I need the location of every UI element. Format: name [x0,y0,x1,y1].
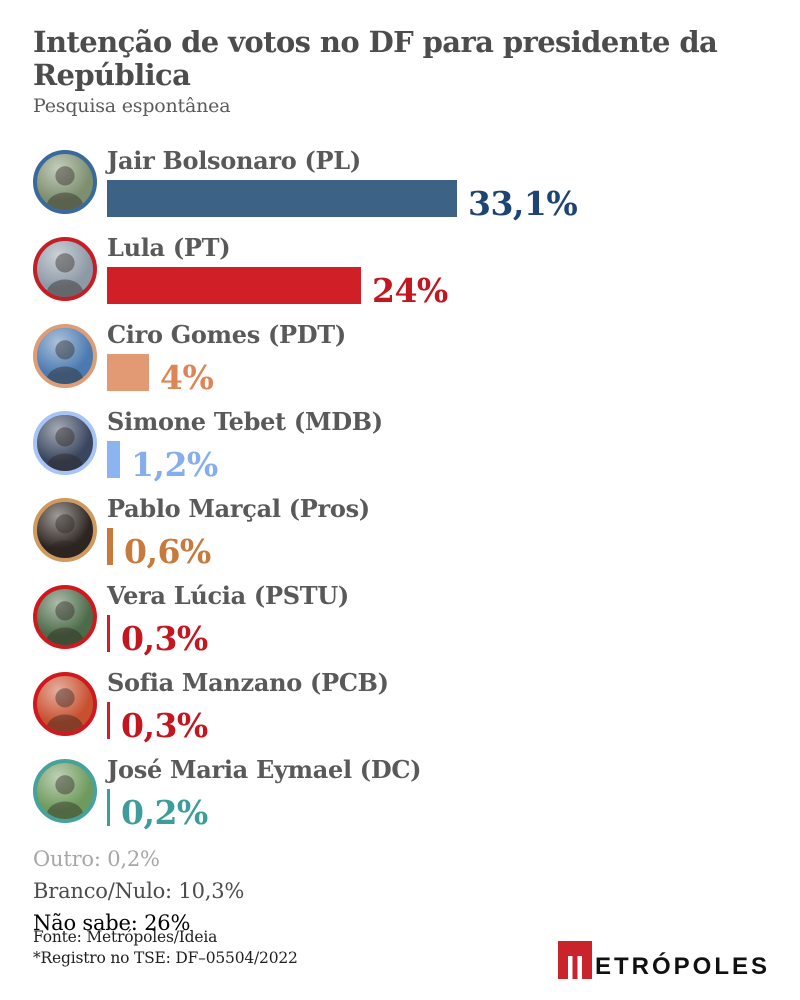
candidate-bar [107,266,361,304]
candidate-bar-line: 1,2% [107,440,770,484]
candidate-avatar [33,236,97,301]
candidate-bar-line: 0,3% [107,701,770,745]
avatar-highlight [37,675,93,732]
metropoles-logo: ETRÓPOLES [557,941,770,980]
candidate-row-content: Jair Bolsonaro (PL) 33,1% [107,145,770,223]
candidate-bar [107,701,110,739]
candidate-avatar [33,497,97,562]
stat-outro: Outro: 0,2% [33,846,160,871]
candidate-bar-line: 4% [107,353,770,397]
candidate-value: 24% [372,270,448,310]
candidate-name: José Maria Eymael (DC) [107,754,422,784]
avatar-highlight [37,414,93,471]
candidate-avatar [33,584,97,649]
candidate-row: Jair Bolsonaro (PL) 33,1% [33,145,770,223]
candidate-name: Lula (PT) [107,232,231,262]
page-title: Intenção de votos no DF para presidente … [33,25,718,93]
candidate-avatar [33,149,97,214]
candidate-value: 33,1% [468,183,578,223]
avatar-highlight [37,588,93,645]
candidate-bar [107,527,113,565]
candidate-name: Vera Lúcia (PSTU) [107,580,349,610]
person-silhouette-icon [46,687,84,732]
avatar-highlight [37,501,93,558]
candidate-bar-chart: Jair Bolsonaro (PL) 33,1% Lula (PT) 24% [33,145,770,832]
candidate-bar-line: 24% [107,266,770,310]
candidate-row-content: Pablo Marçal (Pros) 0,6% [107,493,770,571]
person-silhouette-icon [46,252,84,297]
candidate-row: Vera Lúcia (PSTU) 0,3% [33,580,770,658]
candidate-bar [107,179,457,217]
candidate-row: Ciro Gomes (PDT) 4% [33,319,770,397]
candidate-avatar [33,323,97,388]
person-silhouette-icon [46,339,84,384]
metropoles-m-icon [557,941,592,979]
candidate-row: José Maria Eymael (DC) 0,2% [33,754,770,832]
avatar-highlight [37,327,93,384]
candidate-bar-line: 33,1% [107,179,770,223]
candidate-row: Simone Tebet (MDB) 1,2% [33,406,770,484]
candidate-name: Jair Bolsonaro (PL) [107,145,361,175]
candidate-name: Simone Tebet (MDB) [107,406,383,436]
candidate-value: 0,3% [121,618,208,658]
registry-line: *Registro no TSE: DF–05504/2022 [33,949,298,967]
candidate-avatar [33,758,97,823]
candidate-value: 1,2% [131,444,218,484]
avatar-highlight [37,153,93,210]
person-silhouette-icon [46,774,84,819]
candidate-bar-line: 0,2% [107,788,770,832]
source-note: Fonte: Metrópoles/Ideia *Registro no TSE… [33,927,298,969]
source-line: Fonte: Metrópoles/Ideia [33,928,218,946]
other-stats: Outro: 0,2% Branco/Nulo: 10,3% Não sabe:… [33,843,770,939]
page-subtitle: Pesquisa espontânea [33,94,231,117]
candidate-row-content: Vera Lúcia (PSTU) 0,3% [107,580,770,658]
candidate-name: Ciro Gomes (PDT) [107,319,346,349]
candidate-bar [107,353,149,391]
candidate-row-content: Sofia Manzano (PCB) 0,3% [107,667,770,745]
candidate-value: 0,6% [124,531,211,571]
stat-nao-sabe: Não sabe: 26% [33,910,191,935]
candidate-bar [107,614,110,652]
candidate-value: 0,2% [121,792,208,832]
candidate-avatar [33,671,97,736]
candidate-row-content: Lula (PT) 24% [107,232,770,310]
candidate-bar-line: 0,6% [107,527,770,571]
candidate-name: Sofia Manzano (PCB) [107,667,389,697]
person-silhouette-icon [46,600,84,645]
person-silhouette-icon [46,165,84,210]
candidate-bar [107,788,110,826]
candidate-bar [107,440,120,478]
candidate-bar-line: 0,3% [107,614,770,658]
candidate-value: 0,3% [121,705,208,745]
candidate-row-content: Simone Tebet (MDB) 1,2% [107,406,770,484]
person-silhouette-icon [46,426,84,471]
candidate-row-content: Ciro Gomes (PDT) 4% [107,319,770,397]
avatar-highlight [37,762,93,819]
candidate-row-content: José Maria Eymael (DC) 0,2% [107,754,770,832]
candidate-row: Lula (PT) 24% [33,232,770,310]
candidate-name: Pablo Marçal (Pros) [107,493,370,523]
logo-wordmark: ETRÓPOLES [594,953,770,980]
person-silhouette-icon [46,513,84,558]
candidate-avatar [33,410,97,475]
candidate-row: Sofia Manzano (PCB) 0,3% [33,667,770,745]
avatar-highlight [37,240,93,297]
footer: Fonte: Metrópoles/Ideia *Registro no TSE… [33,927,770,979]
stat-branco-nulo: Branco/Nulo: 10,3% [33,878,245,903]
candidate-value: 4% [160,357,214,397]
candidate-row: Pablo Marçal (Pros) 0,6% [33,493,770,571]
